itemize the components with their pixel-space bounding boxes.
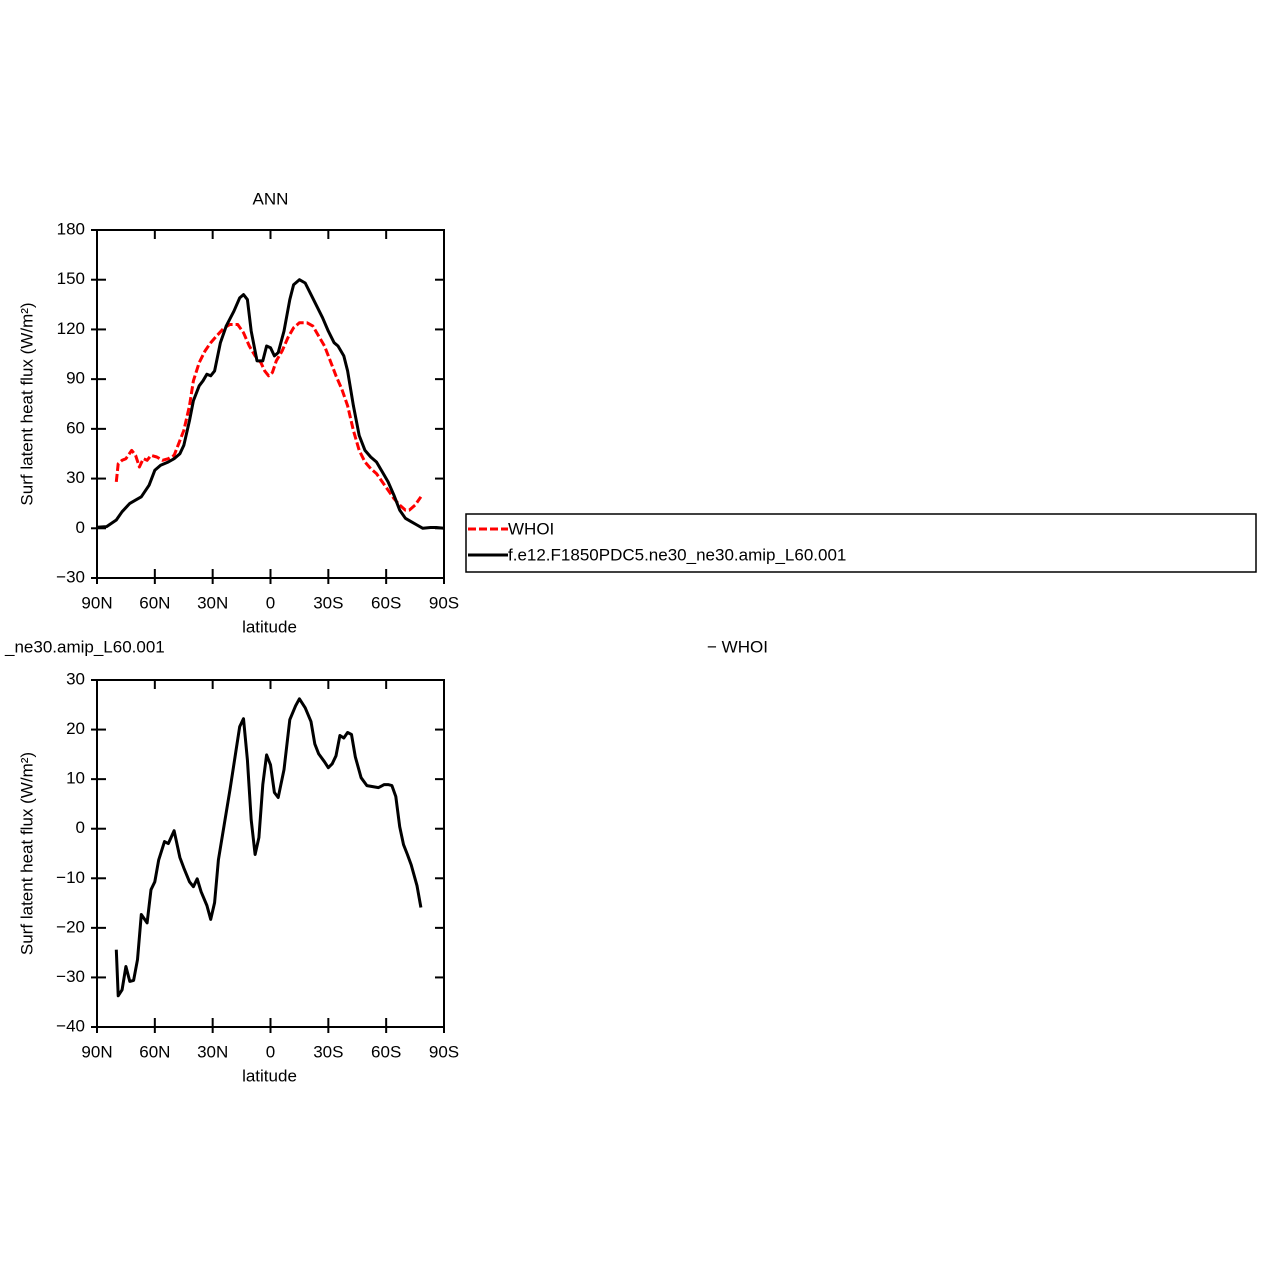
x-axis-label: latitude [242, 617, 297, 636]
y-tick-label: 60 [66, 418, 85, 437]
x-tick-label: 60N [139, 593, 170, 612]
y-tick-label: 90 [66, 369, 85, 388]
data-line [114, 321, 423, 512]
plot-frame [96, 229, 445, 579]
x-axis-label: latitude [242, 1066, 297, 1085]
x-tick-label: 30N [197, 1042, 228, 1061]
y-tick-label: 0 [76, 818, 85, 837]
chart-title: ANN [253, 189, 289, 208]
x-tick-label: 0 [266, 593, 275, 612]
x-tick-label: 60S [371, 1042, 401, 1061]
y-tick-label: −10 [56, 868, 85, 887]
y-tick-label: −40 [56, 1016, 85, 1035]
x-tick-label: 60N [139, 1042, 170, 1061]
y-tick-label: 20 [66, 719, 85, 738]
y-tick-label: 0 [76, 518, 85, 537]
y-tick-label: 30 [66, 468, 85, 487]
y-tick-label: −20 [56, 917, 85, 936]
legend-label: WHOI [508, 519, 554, 538]
y-axis-label: Surf latent heat flux (W/m²) [17, 752, 36, 955]
y-tick-label: 150 [57, 269, 85, 288]
right-title: − WHOI [707, 637, 768, 656]
left-title: _ne30.amip_L60.001 [4, 637, 165, 656]
legend-label: f.e12.F1850PDC5.ne30_ne30.amip_L60.001 [508, 545, 846, 564]
x-tick-label: 90N [81, 593, 112, 612]
legend-box [465, 513, 1257, 573]
x-tick-label: 30S [313, 593, 343, 612]
x-tick-label: 90N [81, 1042, 112, 1061]
y-tick-label: 30 [66, 669, 85, 688]
x-tick-label: 0 [266, 1042, 275, 1061]
y-tick-label: −30 [56, 967, 85, 986]
x-tick-label: 90S [429, 593, 459, 612]
y-axis-label: Surf latent heat flux (W/m²) [17, 302, 36, 505]
y-tick-label: 180 [57, 219, 85, 238]
x-tick-label: 30S [313, 1042, 343, 1061]
data-line [114, 697, 423, 998]
y-tick-label: 10 [66, 769, 85, 788]
x-tick-label: 30N [197, 593, 228, 612]
data-line [96, 278, 445, 530]
y-tick-label: 120 [57, 319, 85, 338]
x-tick-label: 90S [429, 1042, 459, 1061]
plot-frame [96, 679, 445, 1028]
x-tick-label: 60S [371, 593, 401, 612]
y-tick-label: −30 [56, 567, 85, 586]
